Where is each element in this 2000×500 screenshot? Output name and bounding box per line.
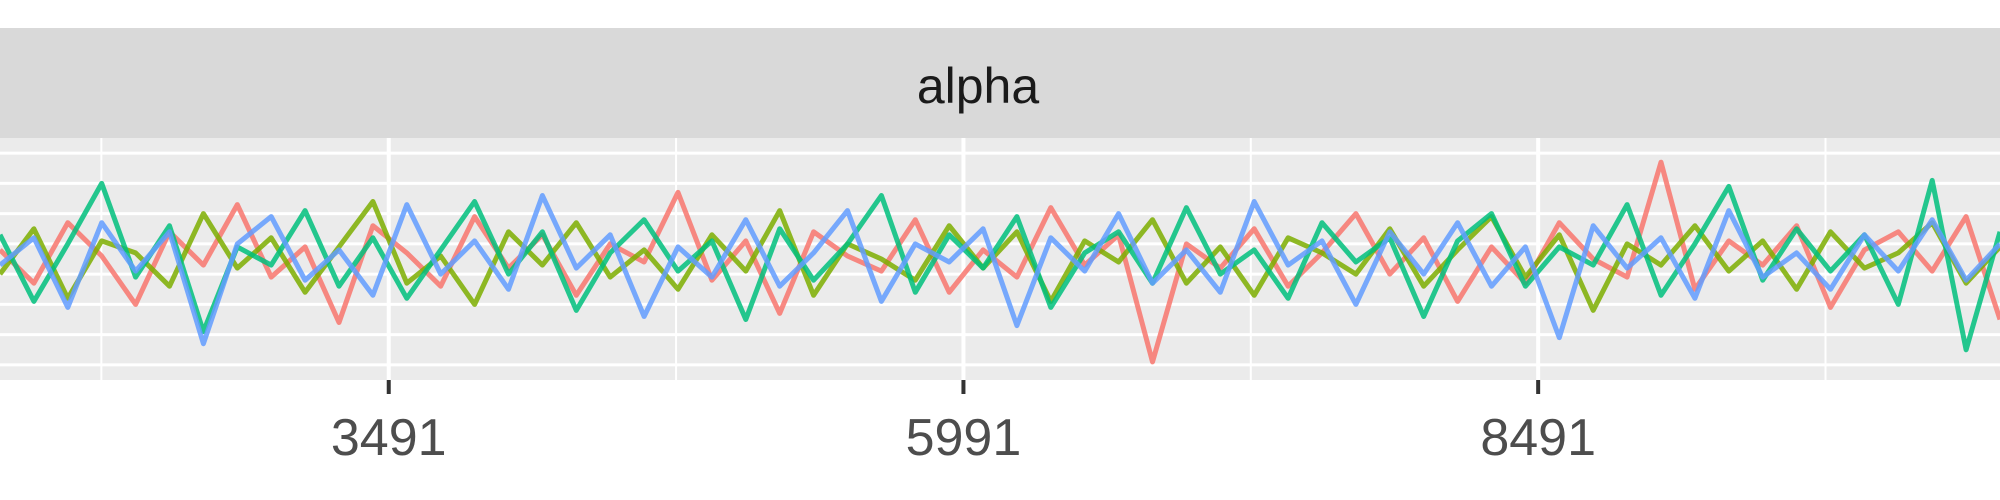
x-tick-label-1: 5991 — [906, 409, 1022, 467]
series-line-0 — [0, 159, 2000, 365]
panel-background — [0, 138, 2000, 380]
series-lines — [0, 159, 2000, 365]
facet-strip-label: alpha — [917, 58, 1040, 114]
x-tick-label-0: 3491 — [331, 409, 447, 467]
strip-background — [0, 28, 2000, 138]
x-tick-label-2: 8491 — [1480, 409, 1596, 467]
x-axis: 34915991849110991 — [331, 380, 1596, 467]
series-line-2 — [0, 177, 2000, 353]
series-line-3 — [0, 193, 2000, 347]
